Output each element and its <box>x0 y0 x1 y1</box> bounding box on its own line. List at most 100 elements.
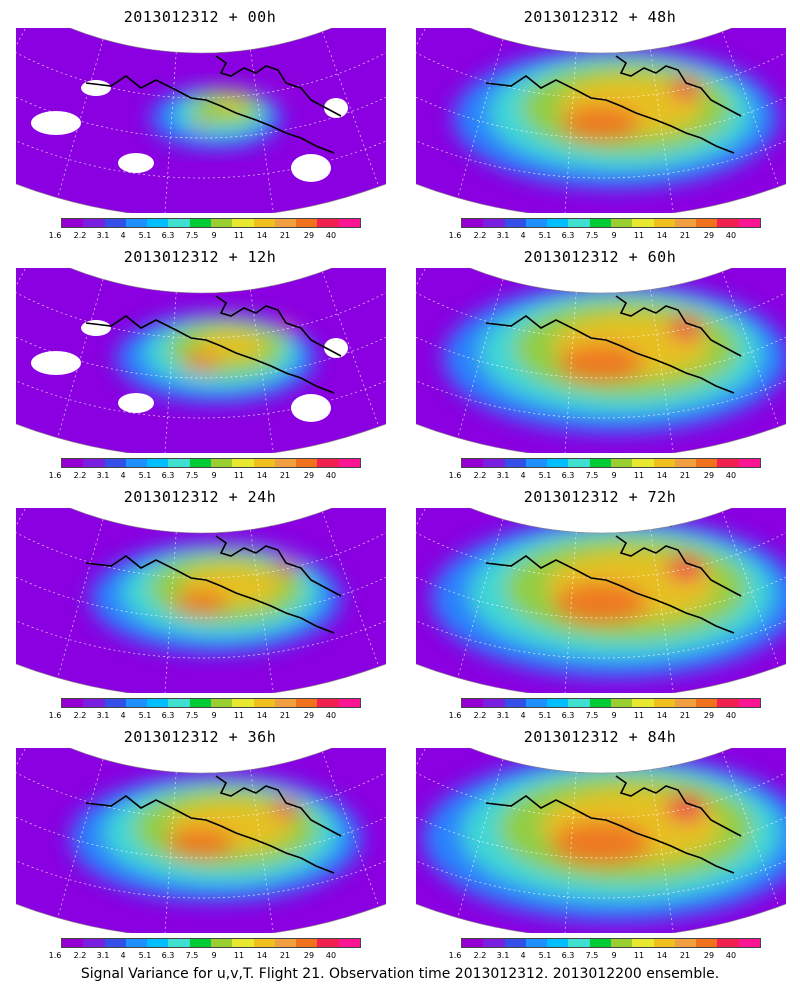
colorbar-segment <box>568 699 590 707</box>
colorbar-tick-label: 6.3 <box>561 231 575 240</box>
map-panel: 2013012312 + 84h 1.6 2.2 3.1 4 5.1 6.3 7.5 9 11 14… <box>400 720 800 965</box>
colorbar-segment <box>738 219 760 227</box>
colorbar-tick-label: 9 <box>211 231 217 240</box>
colorbar-segment <box>696 699 718 707</box>
colorbar-tick-label: 6.3 <box>561 951 575 960</box>
variance-map <box>416 268 786 453</box>
colorbar-segment <box>125 219 148 227</box>
colorbar-tick-label: 40 <box>325 231 337 240</box>
variance-map <box>16 268 386 453</box>
colorbar-tick-label: 5.1 <box>538 711 552 720</box>
panel-title: 2013012312 + 48h <box>523 8 677 26</box>
colorbar-segment <box>83 699 105 707</box>
colorbar-tick-label: 5.1 <box>538 231 552 240</box>
colorbar-tick-label: 4 <box>520 471 526 480</box>
colorbar-labels: 1.6 2.2 3.1 4 5.1 6.3 7.5 9 11 14 21 29 40 <box>449 951 765 963</box>
colorbar-segment <box>504 219 526 227</box>
colorbar-tick-label: 1.6 <box>48 471 62 480</box>
colorbar-tick-label: 21 <box>679 951 691 960</box>
colorbar-tick-label: 9 <box>211 471 217 480</box>
colorbar-tick-label: 40 <box>725 231 737 240</box>
colorbar <box>461 218 761 228</box>
colorbar-segment <box>483 699 505 707</box>
colorbar-tick-label: 7.5 <box>585 471 599 480</box>
colorbar-segment <box>210 459 233 467</box>
colorbar-labels: 1.6 2.2 3.1 4 5.1 6.3 7.5 9 11 14 21 29 40 <box>49 471 365 483</box>
colorbar-tick-label: 6.3 <box>161 711 175 720</box>
colorbar-tick-label: 21 <box>279 471 291 480</box>
colorbar-segment <box>547 939 569 947</box>
colorbar-tick-label: 14 <box>256 951 268 960</box>
colorbar-segment <box>317 939 339 947</box>
colorbar <box>461 458 761 468</box>
colorbar-segment <box>653 459 675 467</box>
colorbar-segment <box>525 699 548 707</box>
colorbar-segment <box>253 699 275 707</box>
colorbar-segment <box>547 699 569 707</box>
colorbar-tick-label: 11 <box>633 951 645 960</box>
colorbar-segment <box>210 939 233 947</box>
colorbar-segment <box>274 699 297 707</box>
colorbar-tick-label: 7.5 <box>185 231 199 240</box>
colorbar-segment <box>632 939 654 947</box>
colorbar-tick-label: 29 <box>303 951 315 960</box>
colorbar <box>461 698 761 708</box>
colorbar-labels: 1.6 2.2 3.1 4 5.1 6.3 7.5 9 11 14 21 29 40 <box>449 471 765 483</box>
colorbar-segment <box>717 219 739 227</box>
colorbar-segment <box>232 939 254 947</box>
variance-map <box>416 748 786 933</box>
colorbar-tick-label: 40 <box>725 711 737 720</box>
colorbar-tick-label: 9 <box>611 471 617 480</box>
map-panel: 2013012312 + 72h 1.6 2.2 3.1 4 5.1 6.3 7.5 9 11 14… <box>400 480 800 725</box>
colorbar-segment <box>589 939 611 947</box>
colorbar-segment <box>462 459 484 467</box>
colorbar-segment <box>589 459 611 467</box>
colorbar-tick-label: 4 <box>520 231 526 240</box>
colorbar-segment <box>296 699 318 707</box>
colorbar-segment <box>317 219 339 227</box>
colorbar-segment <box>338 459 360 467</box>
colorbar-segment <box>147 699 169 707</box>
colorbar-segment <box>147 459 169 467</box>
figure-caption: Signal Variance for u,v,T. Flight 21. Ob… <box>80 966 720 982</box>
colorbar-tick-label: 3.1 <box>96 951 110 960</box>
colorbar-tick-label: 7.5 <box>585 951 599 960</box>
colorbar-segment <box>547 459 569 467</box>
colorbar-tick-label: 3.1 <box>96 231 110 240</box>
panel-title: 2013012312 + 12h <box>123 248 277 266</box>
colorbar-tick-label: 21 <box>279 231 291 240</box>
colorbar-tick-label: 5.1 <box>538 951 552 960</box>
colorbar-tick-label: 6.3 <box>561 471 575 480</box>
colorbar-tick-label: 14 <box>256 471 268 480</box>
colorbar-tick-label: 14 <box>256 711 268 720</box>
colorbar-tick-label: 40 <box>325 711 337 720</box>
colorbar-tick-label: 6.3 <box>161 471 175 480</box>
colorbar-segment <box>674 459 697 467</box>
colorbar-segment <box>104 219 126 227</box>
colorbar-tick-label: 3.1 <box>496 231 510 240</box>
colorbar-tick-label: 40 <box>725 471 737 480</box>
colorbar-tick-label: 2.2 <box>73 231 87 240</box>
colorbar-tick-label: 7.5 <box>185 951 199 960</box>
colorbar-tick-label: 2.2 <box>73 951 87 960</box>
colorbar-tick-label: 4 <box>120 711 126 720</box>
colorbar-tick-label: 4 <box>120 231 126 240</box>
colorbar-tick-label: 2.2 <box>473 951 487 960</box>
colorbar-segment <box>632 699 654 707</box>
colorbar-segment <box>168 219 190 227</box>
colorbar-segment <box>738 699 760 707</box>
colorbar-segment <box>83 939 105 947</box>
colorbar-segment <box>504 699 526 707</box>
map-panel: 2013012312 + 12h 1.6 2.2 3.1 4 5.1 6.3 7.5 9 11 14… <box>0 240 400 485</box>
variance-map <box>16 748 386 933</box>
colorbar-segment <box>253 939 275 947</box>
colorbar-tick-label: 29 <box>303 231 315 240</box>
colorbar-segment <box>525 459 548 467</box>
colorbar-tick-label: 3.1 <box>496 471 510 480</box>
colorbar-tick-label: 2.2 <box>473 471 487 480</box>
colorbar-tick-label: 1.6 <box>448 951 462 960</box>
colorbar-segment <box>62 699 84 707</box>
colorbar-segment <box>125 459 148 467</box>
colorbar-segment <box>168 699 190 707</box>
colorbar-tick-label: 1.6 <box>448 471 462 480</box>
